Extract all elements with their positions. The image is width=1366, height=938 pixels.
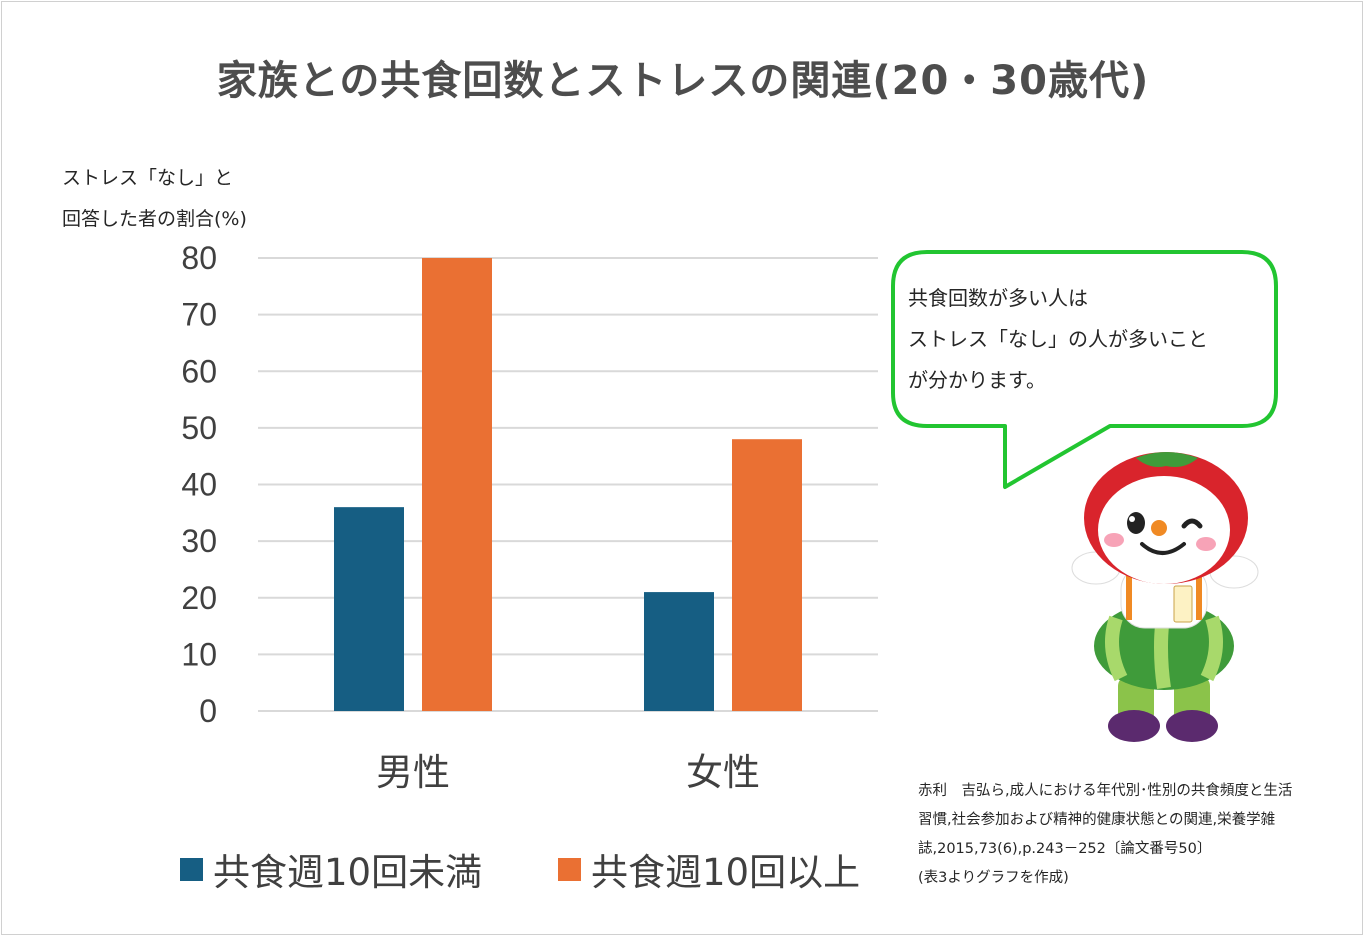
legend-item-series1: 共食週10回未満 [180,842,482,896]
legend-item-series2: 共食週10回以上 [558,842,860,896]
speech-bubble-text: 共食回数が多い人は ストレス「なし」の人が多いこと が分かります。 [908,286,1208,392]
y-tick-label: 40 [181,467,217,503]
bars [334,258,802,711]
legend-swatch-series1 [180,857,203,881]
x-category-label: 男性 [376,751,450,794]
bar-series1-female [644,592,714,711]
y-tick-label: 20 [181,580,217,616]
y-tick-label: 70 [181,297,217,333]
speech-bubble-outline [891,250,1278,489]
legend-label-series2: 共食週10回以上 [591,851,861,894]
source-citation: 赤利 吉弘ら,成人における年代別･性別の共食頻度と生活 習慣,社会参加および精神… [918,783,1293,886]
bar-series2-female [732,439,802,711]
y-tick-label: 10 [181,636,217,672]
x-category-label: 女性 [686,751,760,794]
bar-series2-male [422,258,492,711]
x-category-labels: 男性 女性 [376,751,760,794]
y-tick-labels: 0 10 20 30 40 50 60 70 80 [181,240,217,729]
legend-label-series1: 共食週10回未満 [213,851,483,894]
bar-series1-male [334,507,404,711]
y-axis-label: ストレス「なし」と 回答した者の割合(%) [62,167,247,230]
y-tick-label: 60 [181,353,217,389]
y-tick-label: 0 [199,693,217,729]
y-tick-label: 50 [181,410,217,446]
chart-title: 家族との共食回数とストレスの関連(20・30歳代) [216,58,1150,104]
tomato-mascot-icon [1071,452,1259,742]
legend-swatch-series2 [558,857,581,881]
y-tick-label: 30 [181,523,217,559]
y-tick-label: 80 [181,240,217,276]
